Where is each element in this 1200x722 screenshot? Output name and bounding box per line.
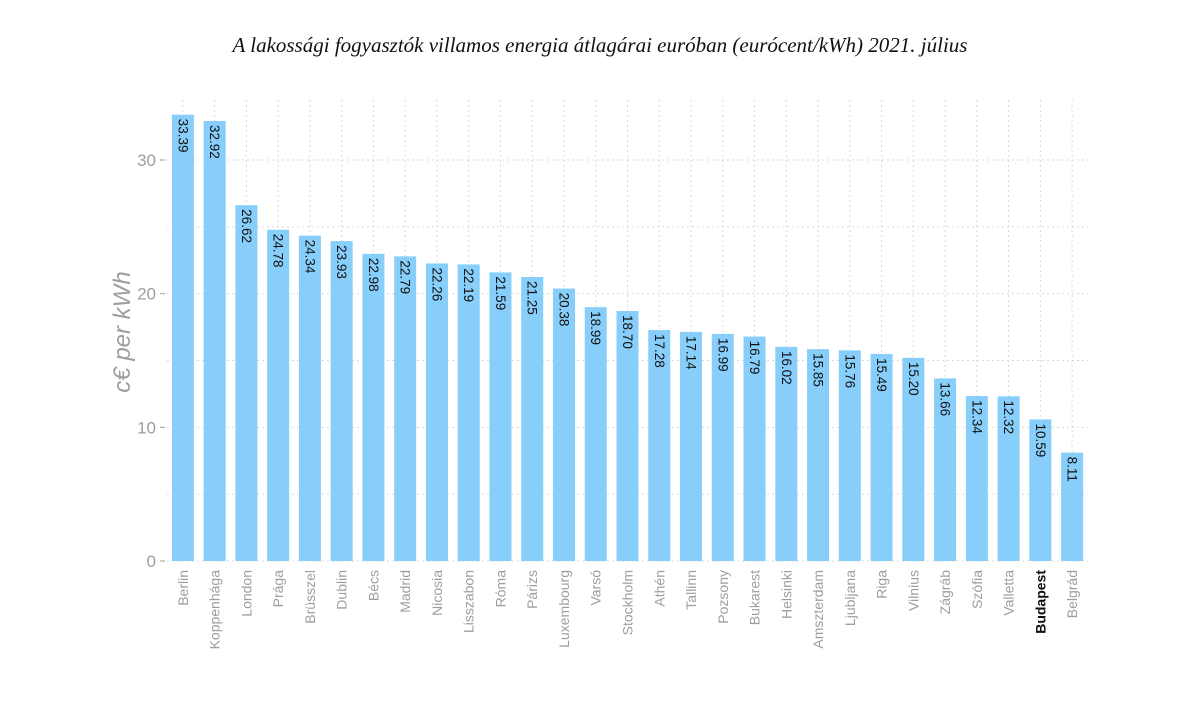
category-label: Bécs: [365, 570, 381, 601]
category-label: Amszterdam: [810, 570, 826, 649]
category-label: Berlin: [175, 570, 191, 606]
value-label: 22.79: [398, 260, 413, 294]
y-tick-label: 30: [137, 151, 156, 170]
value-label: 12.32: [1001, 400, 1016, 434]
value-label: 16.79: [747, 341, 762, 375]
category-label: Stockholm: [620, 570, 636, 635]
category-label: Koppenhága: [207, 570, 223, 650]
category-label: Tallinn: [683, 570, 699, 610]
bars: [171, 114, 1084, 562]
category-label: Riga: [874, 570, 890, 599]
bar: [552, 288, 575, 561]
category-label: Pozsony: [715, 570, 731, 624]
bar: [997, 396, 1020, 561]
bar: [902, 357, 925, 561]
y-tick-label: 10: [137, 418, 156, 437]
category-label: Athén: [651, 570, 667, 607]
bar: [235, 205, 258, 562]
value-label: 8.11: [1065, 457, 1080, 482]
value-label: 21.25: [525, 281, 540, 315]
bar: [711, 333, 734, 561]
y-axis: 0 10 20 30: [137, 151, 165, 571]
bar: [489, 272, 512, 561]
x-axis: Berlin Koppenhága London Prága Brüsszel Dubli…: [175, 570, 1080, 650]
bar: [425, 263, 448, 561]
category-label: Brüsszel: [302, 570, 318, 624]
value-label: 24.78: [271, 234, 286, 268]
value-label: 32.92: [207, 125, 222, 159]
bar: [965, 396, 988, 561]
value-label: 18.70: [620, 315, 635, 349]
bar: [457, 264, 480, 561]
category-label: Luxembourg: [556, 570, 572, 648]
category-label: Budapest: [1032, 570, 1048, 634]
value-label: 16.02: [779, 351, 794, 385]
category-label: Párizs: [524, 570, 540, 609]
y-tick-label: 20: [137, 285, 156, 304]
category-label: Madrid: [397, 570, 413, 613]
value-label: 33.39: [175, 119, 190, 153]
value-label: 12.34: [969, 400, 984, 434]
category-label: Ljubljana: [842, 570, 858, 626]
bar: [616, 311, 639, 561]
bar: [648, 330, 671, 561]
bar: [1061, 452, 1084, 561]
category-label: Róma: [492, 570, 508, 608]
bar: [298, 235, 321, 561]
category-label: Nicosia: [429, 570, 445, 616]
y-tick-label: 0: [147, 552, 156, 571]
bar: [775, 346, 798, 561]
bar: [394, 256, 417, 561]
category-label: Zágráb: [937, 570, 953, 615]
value-label: 15.49: [874, 358, 889, 392]
bar: [838, 350, 861, 561]
y-axis-title: c€ per kWh: [109, 271, 136, 392]
value-label: 13.66: [938, 382, 953, 416]
bar: [171, 114, 194, 561]
category-label: Lisszabon: [461, 570, 477, 633]
bar: [680, 331, 703, 561]
value-label: 15.85: [811, 353, 826, 387]
value-label: 22.98: [366, 258, 381, 292]
category-label: London: [238, 570, 254, 617]
value-label: 17.14: [684, 336, 699, 370]
category-label: Valletta: [1001, 570, 1017, 616]
category-label: Belgrád: [1064, 570, 1080, 618]
category-label: Helsinki: [778, 570, 794, 619]
value-label: 22.19: [461, 268, 476, 302]
bar: [362, 253, 385, 562]
bar: [267, 229, 290, 562]
bar: [743, 336, 766, 561]
value-label: 18.99: [588, 311, 603, 345]
category-label: Bukarest: [747, 570, 763, 625]
bar: [584, 307, 607, 561]
value-label: 21.59: [493, 276, 508, 310]
value-label: 15.76: [842, 354, 857, 388]
category-label: Dublin: [334, 570, 350, 610]
value-label: 22.26: [429, 267, 444, 301]
bar: [807, 349, 830, 561]
bar: [1029, 419, 1052, 561]
value-label: 16.99: [715, 338, 730, 372]
bar: [870, 353, 893, 561]
value-label: 24.34: [302, 240, 317, 274]
bar: [203, 120, 226, 561]
value-label: 26.62: [239, 209, 254, 243]
value-labels: 33.39 32.92 26.62 24.78 24.34 23.93 22.98 22.79…: [175, 119, 1079, 482]
category-label: Varsó: [588, 570, 604, 606]
bar: [330, 241, 353, 561]
bar: [521, 276, 544, 561]
page-title: A lakossági fogyasztók villamos energia …: [232, 33, 968, 57]
category-label: Vilnius: [905, 570, 921, 611]
value-label: 10.59: [1033, 423, 1048, 457]
bar: [934, 378, 957, 561]
value-label: 20.38: [556, 293, 571, 327]
value-label: 15.20: [906, 362, 921, 396]
value-label: 23.93: [334, 245, 349, 279]
category-label: Prága: [270, 570, 286, 608]
category-label: Szófia: [969, 570, 985, 609]
value-label: 17.28: [652, 334, 667, 368]
